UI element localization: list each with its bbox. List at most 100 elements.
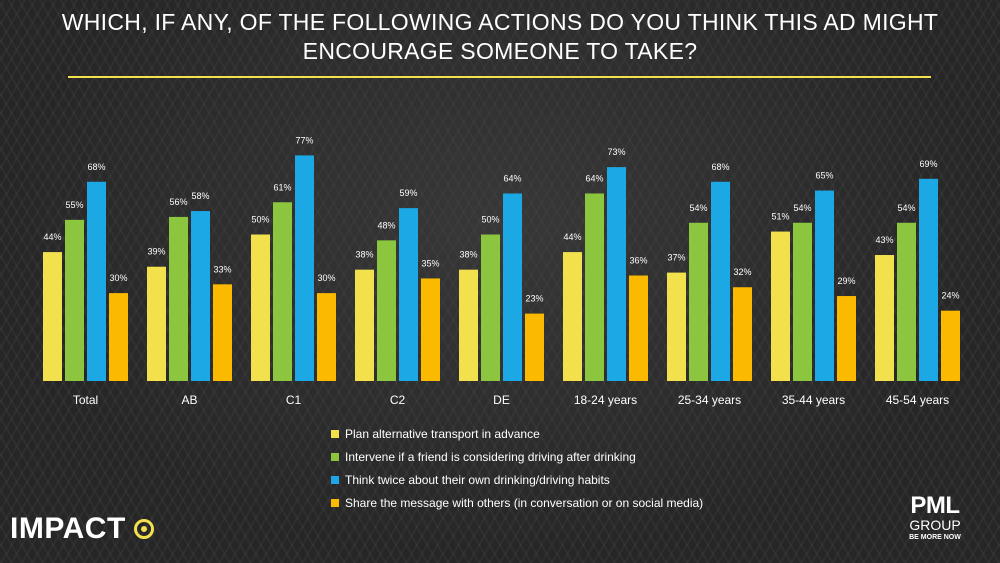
data-label-45-54-years-series-4: 24% [941,291,959,301]
legend-swatch-share-message [331,498,339,507]
bar-35-44-years-series-3 [815,190,834,381]
data-label-de-series-3: 64% [503,173,521,183]
bar-18-24-years-series-2 [585,193,604,381]
bar-total-series-1 [43,252,62,381]
bar-35-44-years-series-1 [771,231,790,381]
legend-label-think-twice: Think twice about their own drinking/dri… [345,472,610,487]
bar-c2-series-2 [377,240,396,381]
impact-logo-text: IMPACT [10,512,126,545]
category-label-45-54-years: 45-54 years [886,393,949,407]
bar-de-series-2 [481,234,500,381]
bar-de-series-4 [525,313,544,381]
bar-25-34-years-series-1 [667,272,686,381]
data-label-c2-series-4: 35% [421,258,439,268]
legend-swatch-intervene [331,452,339,461]
legend-item-plan-transport: Plan alternative transport in advance [331,422,703,445]
data-label-25-34-years-series-2: 54% [689,203,707,213]
pml-logo-name: PML [910,492,960,519]
data-label-25-34-years-series-1: 37% [667,253,685,263]
data-label-de-series-2: 50% [481,215,499,225]
category-label-c2: C2 [390,393,406,407]
bar-18-24-years-series-1 [563,252,582,381]
bar-total-series-4 [109,293,128,381]
bar-ab-series-4 [213,284,232,381]
data-label-c1-series-3: 77% [295,135,313,145]
bar-ab-series-1 [147,266,166,381]
data-label-45-54-years-series-1: 43% [875,235,893,245]
legend-item-intervene: Intervene if a friend is considering dri… [331,445,703,468]
bar-total-series-2 [65,219,84,381]
bar-25-34-years-series-4 [733,287,752,381]
bar-total-series-3 [87,181,106,381]
data-label-ab-series-2: 56% [169,197,187,207]
data-label-35-44-years-series-3: 65% [815,171,833,181]
data-label-c2-series-3: 59% [399,188,417,198]
pml-logo-tagline: BE MORE NOW [909,534,961,541]
data-label-c1-series-2: 61% [273,182,291,192]
data-label-c1-series-1: 50% [251,215,269,225]
legend: Plan alternative transport in advance In… [331,422,703,514]
category-label-c1: C1 [286,393,302,407]
category-label-35-44-years: 35-44 years [782,393,845,407]
data-label-total-series-4: 30% [109,273,127,283]
data-label-18-24-years-series-3: 73% [607,147,625,157]
legend-label-share-message: Share the message with others (in conver… [345,495,704,510]
bar-25-34-years-series-3 [711,181,730,381]
title-underline [68,76,931,78]
bar-25-34-years-series-2 [689,222,708,381]
bar-c1-series-3 [295,155,314,381]
bar-ab-series-2 [169,216,188,381]
data-label-c2-series-1: 38% [355,250,373,260]
bar-45-54-years-series-3 [919,178,938,381]
data-label-total-series-1: 44% [43,232,61,242]
bar-c2-series-3 [399,208,418,381]
data-label-35-44-years-series-1: 51% [771,212,789,222]
data-label-total-series-3: 68% [87,162,105,172]
data-label-25-34-years-series-4: 32% [733,267,751,277]
bar-c1-series-1 [251,234,270,381]
bar-de-series-3 [503,193,522,381]
data-label-c2-series-2: 48% [377,220,395,230]
data-label-45-54-years-series-2: 54% [897,203,915,213]
data-label-18-24-years-series-4: 36% [629,256,647,266]
pml-logo-group: GROUP [909,517,961,533]
data-label-ab-series-1: 39% [147,247,165,257]
legend-label-intervene: Intervene if a friend is considering dri… [345,449,636,464]
data-label-c1-series-4: 30% [317,273,335,283]
data-label-45-54-years-series-3: 69% [919,159,937,169]
bar-45-54-years-series-2 [897,222,916,381]
impact-logo: IMPACT [10,512,154,546]
pml-group-logo: PML GROUP BE MORE NOW [900,494,970,543]
bar-c2-series-4 [421,278,440,381]
bar-18-24-years-series-4 [629,275,648,381]
legend-label-plan-transport: Plan alternative transport in advance [345,426,540,441]
data-label-18-24-years-series-1: 44% [563,232,581,242]
data-label-ab-series-4: 33% [213,264,231,274]
bar-c1-series-4 [317,293,336,381]
bar-35-44-years-series-4 [837,296,856,381]
bar-35-44-years-series-2 [793,222,812,381]
category-label-18-24-years: 18-24 years [574,393,637,407]
data-label-35-44-years-series-2: 54% [793,203,811,213]
data-label-de-series-1: 38% [459,250,477,260]
bar-chart: 44% 55% 68% 30% Total 39% 56% 58% 33% AB 50% 61% 77%… [43,135,960,407]
category-label-ab: AB [181,393,197,407]
legend-item-think-twice: Think twice about their own drinking/dri… [331,468,703,491]
bar-18-24-years-series-3 [607,167,626,381]
data-label-de-series-4: 23% [525,294,543,304]
bar-ab-series-3 [191,211,210,381]
legend-swatch-think-twice [331,475,339,484]
data-label-18-24-years-series-2: 64% [585,173,603,183]
bar-c2-series-1 [355,269,374,381]
data-label-35-44-years-series-4: 29% [837,276,855,286]
category-label-total: Total [73,393,98,407]
bar-de-series-1 [459,269,478,381]
legend-item-share-message: Share the message with others (in conver… [331,491,703,514]
legend-swatch-plan-transport [331,429,339,438]
data-label-25-34-years-series-3: 68% [711,162,729,172]
category-label-25-34-years: 25-34 years [678,393,741,407]
target-icon [133,519,154,539]
chart-title: WHICH, IF ANY, OF THE FOLLOWING ACTIONS … [61,9,939,64]
category-label-de: DE [493,393,510,407]
bar-45-54-years-series-4 [941,310,960,381]
